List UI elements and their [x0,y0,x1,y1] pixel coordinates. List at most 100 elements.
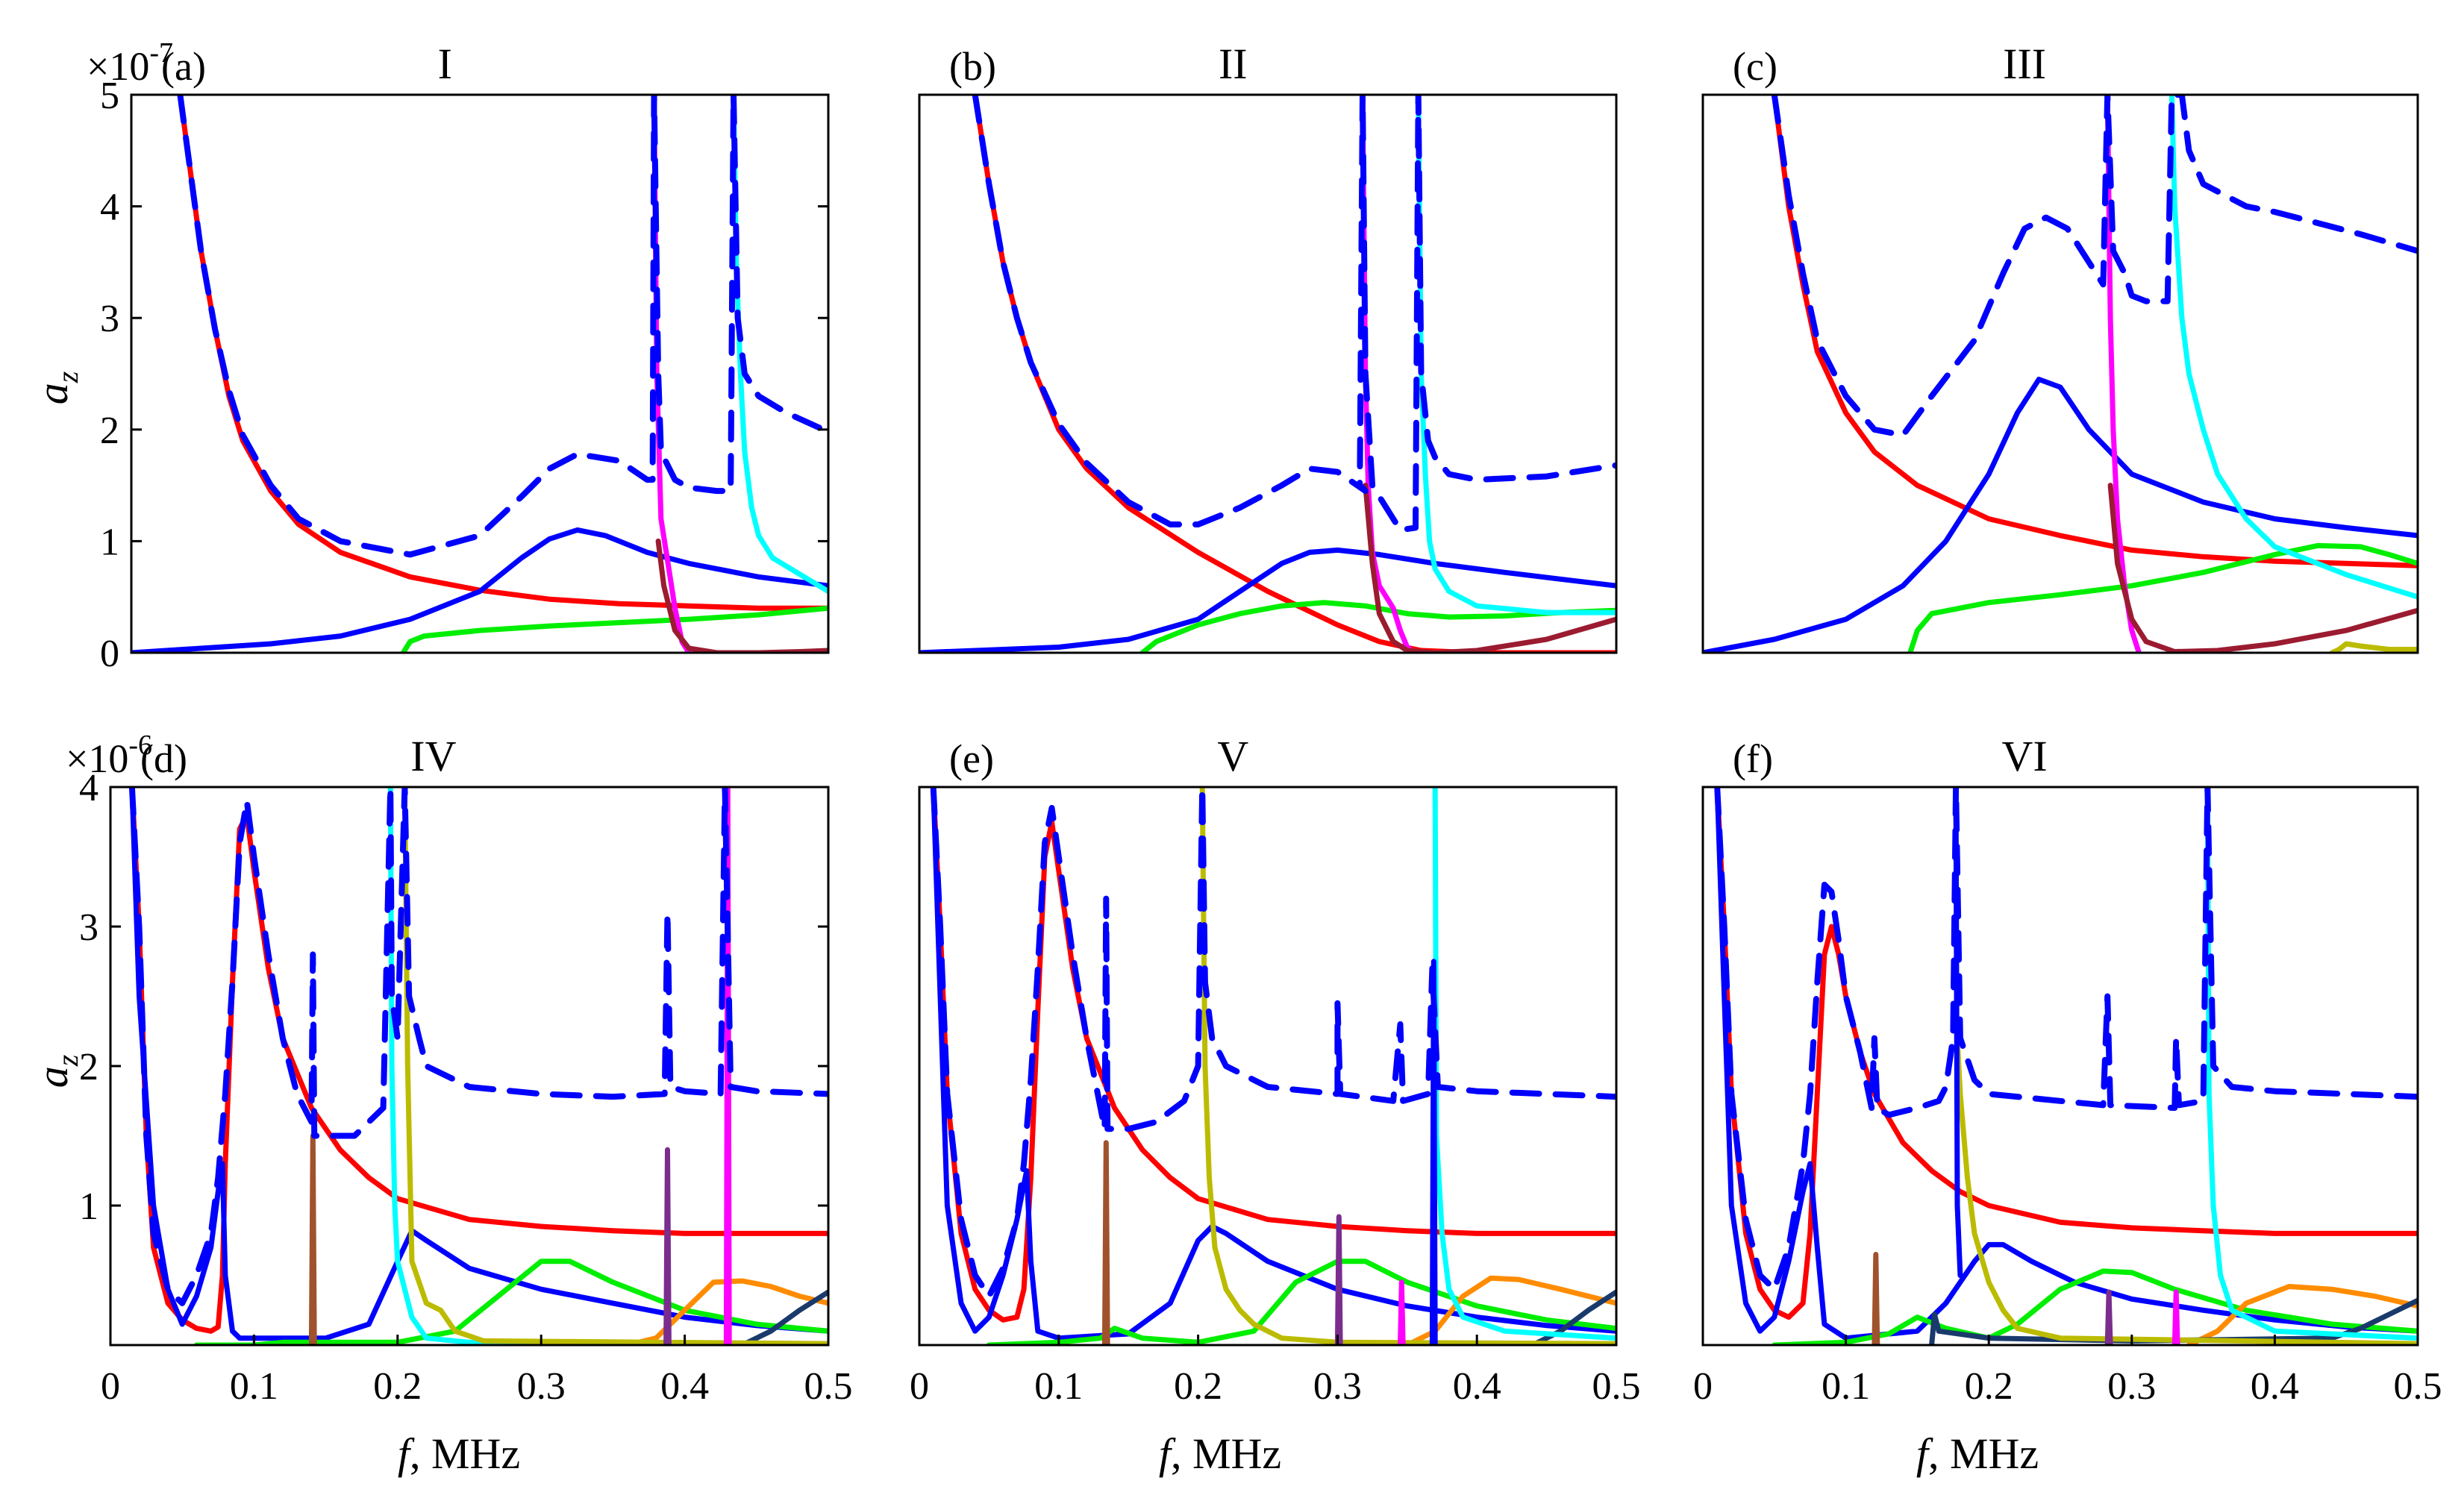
x-tick-label: 0.1 [1822,1365,1870,1408]
series-line-2 [1907,542,2418,653]
y-scale-base: ×10 [66,736,128,781]
x-tick-label: 0.4 [660,1365,709,1408]
series-line-4 [2107,483,2418,653]
series-dashed-total-10 [128,787,828,1306]
series-line-7 [1334,1214,1343,1345]
x-axis-label-f: f, MHz [1916,1429,2039,1478]
panel-title: IV [410,732,456,780]
y-scale-multiplier: ×10-7 [87,37,173,89]
y-tick-label: 1 [100,521,119,563]
y-scale-base: ×10 [87,44,149,89]
series-dashed-total-11 [930,787,1616,1300]
chart-panel-d: 1 2 3 4 0 0.1 0.2 0.3 0.4 0.5 (d) IV ×10-6 [66,730,853,1408]
series-line-3 [2104,95,2142,653]
y-scale-exponent: -7 [149,37,173,69]
series-line-9 [2204,787,2418,1341]
series-line-1 [129,787,828,1341]
chart-panel-f: 0 0.1 0.2 0.3 0.4 0.5 (f) VI [1693,732,2442,1408]
series-line-4 [655,538,828,653]
series-line-3 [2186,1284,2418,1345]
series-dashed-total-11 [1714,787,2418,1293]
series-line-5 [1101,1140,1110,1345]
series-line-2 [1139,600,1616,653]
y-tick-label: 3 [100,298,119,340]
series-line-5 [308,1133,317,1345]
series-line-5 [731,95,828,595]
panel-title: III [2003,40,2046,88]
series-line-6 [1199,787,1616,1345]
series-line-2 [400,605,828,653]
series-line-0 [972,95,1616,653]
series-group [131,95,828,653]
y-scale-exponent: -6 [128,730,152,761]
chart-panel-c: (c) III [1701,40,2419,654]
panel-title: II [1219,40,1248,88]
chart-panel-b: (b) II [918,40,1618,654]
x-axis-label-d: f, MHz [398,1429,520,1478]
panel-letter: (c) [1733,44,1777,89]
panel-letter: (d) [140,736,187,781]
y-tick-label: 1 [79,1185,99,1228]
series-dashed-total-6 [177,95,828,558]
panel-title: I [438,40,452,88]
panel-letter: (a) [161,44,206,89]
y-axis-label-top: az [28,371,84,404]
panel-letter: (e) [949,736,994,781]
y-tick-label: 2 [79,1046,99,1088]
panel-title: V [1217,732,1248,780]
series-line-5 [1872,1252,1880,1345]
plot-frame [1701,786,2419,1347]
series-line-6 [387,787,828,1345]
x-label-unit: , MHz [410,1429,520,1478]
y-label-letter: a [28,1066,77,1088]
y-label-subscript: z [51,1054,84,1067]
y-tick-label: 2 [100,410,119,452]
x-tick-label: 0.2 [373,1365,422,1408]
series-line-9 [1432,787,1616,1341]
panel-title: VI [2001,732,2047,780]
series-line-5 [1416,95,1616,615]
y-label-letter: a [28,383,77,404]
x-tick-label: 0.4 [1453,1365,1501,1408]
series-line-4 [1530,1289,1616,1345]
series-group [1703,95,2418,653]
x-axis-label-e: f, MHz [1159,1429,1281,1478]
series-group [930,787,1616,1345]
series-line-6 [1954,1035,2418,1345]
x-tick-label: 0.3 [1313,1365,1362,1408]
plot-frame [918,93,1618,654]
x-tick-label: 0 [1693,1365,1713,1408]
series-line-5 [2168,95,2418,600]
y-label-subscript: z [51,371,84,383]
x-tick-label: 0.1 [1034,1365,1083,1408]
series-line-4 [739,1289,828,1345]
series-dashed-total-6 [972,95,1616,533]
y-tick-label: 4 [79,767,99,809]
y-tick-label: 5 [100,75,119,117]
series-line-0 [931,787,1616,1323]
x-tick-label: 0.1 [230,1365,278,1408]
y-scale-multiplier: ×10-6 [66,730,152,781]
chart-panel-e: 0 0.1 0.2 0.3 0.4 0.5 (e) V [910,732,1641,1408]
series-line-0 [1714,787,2418,1320]
x-tick-label: 0.5 [804,1365,853,1408]
panel-letter: (f) [1733,736,1773,781]
series-line-8 [2171,1289,2180,1345]
panel-letter: (b) [949,44,996,89]
series-line-1 [919,547,1616,653]
series-group [128,787,828,1345]
series-line-9 [723,787,732,1345]
x-tick-label: 0.3 [517,1365,566,1408]
series-line-3 [1360,95,1417,653]
series-group [919,95,1616,653]
series-line-1 [1714,787,2418,1341]
x-tick-label: 0.2 [1965,1365,2013,1408]
x-tick-label: 0 [101,1365,120,1408]
series-group [1714,787,2418,1345]
series-line-7 [2104,1289,2113,1345]
plot-frame [918,786,1618,1347]
series-line-7 [401,787,828,1345]
x-label-unit: , MHz [1928,1429,2039,1478]
y-tick-label: 3 [79,906,99,949]
